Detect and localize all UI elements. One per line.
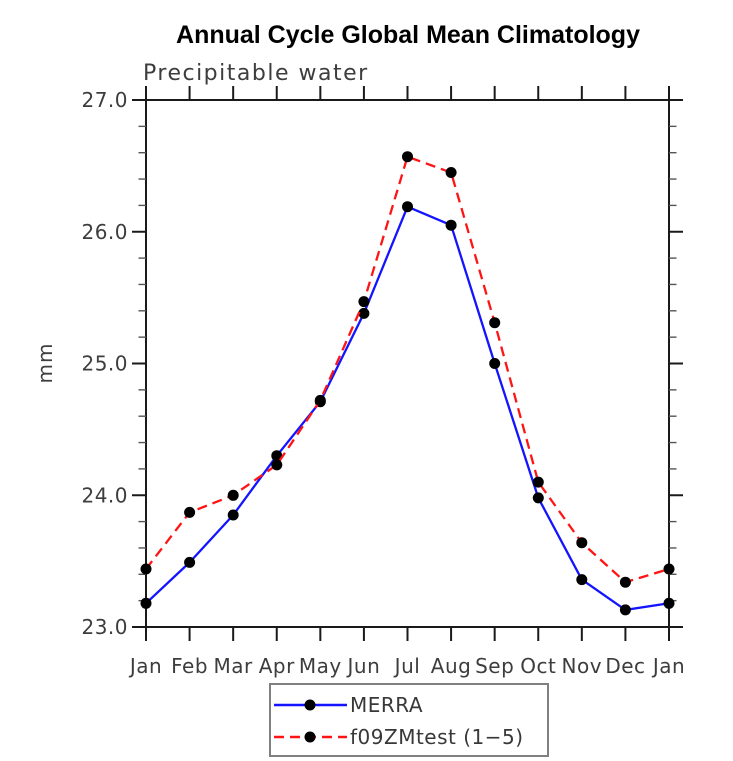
x-tick-label: Apr: [259, 654, 295, 678]
data-point-marker: [402, 151, 413, 163]
y-axis-label: mm: [33, 343, 57, 384]
data-point-marker: [532, 476, 544, 488]
x-tick-label: Jan: [128, 654, 162, 678]
data-point-marker: [358, 307, 370, 319]
data-point-marker: [663, 563, 675, 575]
data-point-marker: [227, 509, 239, 521]
legend-entry-merra: MERRA: [274, 693, 423, 717]
data-point-marker: [140, 563, 152, 575]
y-tick-label: 25.0: [81, 352, 128, 376]
data-point-marker: [576, 537, 588, 549]
chart-title: Annual Cycle Global Mean Climatology: [176, 21, 640, 49]
x-tick-label: Jul: [393, 654, 421, 678]
data-point-marker: [314, 394, 326, 406]
data-point-marker: [358, 296, 370, 308]
legend-box: [269, 683, 549, 757]
x-tick-label: Dec: [605, 654, 645, 678]
x-tick-label: Jan: [651, 654, 685, 678]
data-point-marker: [532, 492, 544, 504]
data-point-marker: [184, 506, 196, 518]
legend-entry-f09zmtest: f09ZMtest (1−5): [274, 725, 524, 749]
x-tick-label: Oct: [520, 654, 556, 678]
x-tick-label: May: [299, 654, 342, 678]
legend-marker-dot: [304, 731, 316, 743]
legend-marker-dot: [304, 699, 316, 711]
series-line-1: [145, 155, 670, 584]
data-point-marker: [445, 167, 457, 178]
y-tick-label: 26.0: [81, 220, 128, 244]
axes: 23.0 24.0 25.0 26.0 27.0 Jan Feb Mar Apr May Jun Ju…: [81, 86, 685, 678]
series-layer: [140, 151, 675, 616]
x-tick-label: Nov: [562, 654, 603, 678]
x-tick-label: Mar: [214, 654, 254, 678]
y-tick-label: 23.0: [81, 615, 128, 639]
data-point-marker: [663, 597, 675, 609]
y-tick-label: 27.0: [81, 88, 128, 112]
x-tick-label: Aug: [431, 654, 472, 678]
data-point-marker: [489, 317, 501, 329]
data-point-marker: [271, 450, 283, 462]
x-tick-label: Sep: [475, 654, 514, 678]
data-point-marker: [184, 556, 196, 568]
y-tick-label: 24.0: [81, 483, 128, 507]
data-point-marker: [619, 576, 631, 588]
legend-label-f09zmtest: f09ZMtest (1−5): [350, 725, 524, 749]
data-point-marker: [227, 489, 239, 501]
data-point-marker: [271, 459, 283, 471]
plot-frame: [145, 99, 670, 628]
legend-label-merra: MERRA: [350, 693, 423, 717]
chart-subtitle: Precipitable water: [143, 61, 369, 86]
data-point-marker: [402, 201, 413, 213]
data-point-marker: [576, 574, 588, 586]
x-tick-label: Jun: [346, 654, 381, 678]
data-point-marker: [489, 358, 501, 369]
data-point-marker: [619, 604, 631, 616]
data-point-marker: [140, 597, 152, 609]
x-tick-label: Feb: [171, 654, 208, 678]
legend: MERRA f09ZMtest (1−5): [269, 683, 549, 757]
data-point-marker: [445, 219, 457, 231]
